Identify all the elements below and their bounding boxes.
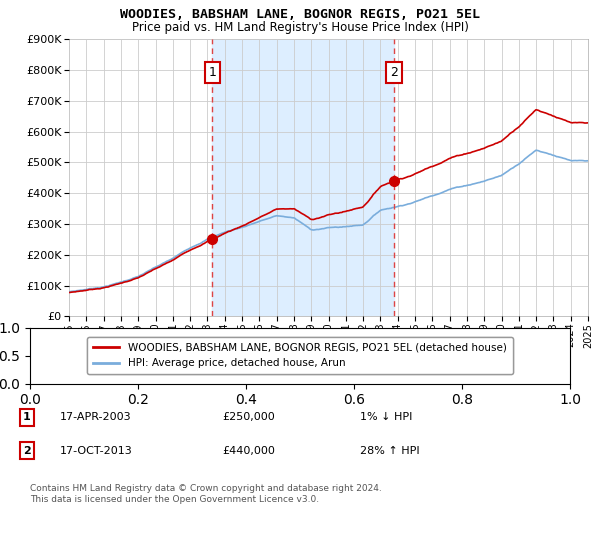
Text: 1: 1 [23,412,31,422]
Text: 2: 2 [23,446,31,456]
Text: 1% ↓ HPI: 1% ↓ HPI [360,412,412,422]
Text: 17-OCT-2013: 17-OCT-2013 [60,446,133,456]
Bar [212,39,394,316]
Text: 28% ↑ HPI: 28% ↑ HPI [360,446,419,456]
Text: 1: 1 [208,66,217,79]
Text: £440,000: £440,000 [222,446,275,456]
Text: Contains HM Land Registry data © Crown copyright and database right 2024.
This d: Contains HM Land Registry data © Crown c… [30,484,382,504]
Legend: WOODIES, BABSHAM LANE, BOGNOR REGIS, PO21 5EL (detached house), HPI: Average pri: WOODIES, BABSHAM LANE, BOGNOR REGIS, PO2… [87,337,513,375]
Text: 17-APR-2003: 17-APR-2003 [60,412,131,422]
Text: WOODIES, BABSHAM LANE, BOGNOR REGIS, PO21 5EL: WOODIES, BABSHAM LANE, BOGNOR REGIS, PO2… [120,8,480,21]
Text: 2: 2 [390,66,398,79]
Text: £250,000: £250,000 [222,412,275,422]
Text: Price paid vs. HM Land Registry's House Price Index (HPI): Price paid vs. HM Land Registry's House … [131,21,469,34]
